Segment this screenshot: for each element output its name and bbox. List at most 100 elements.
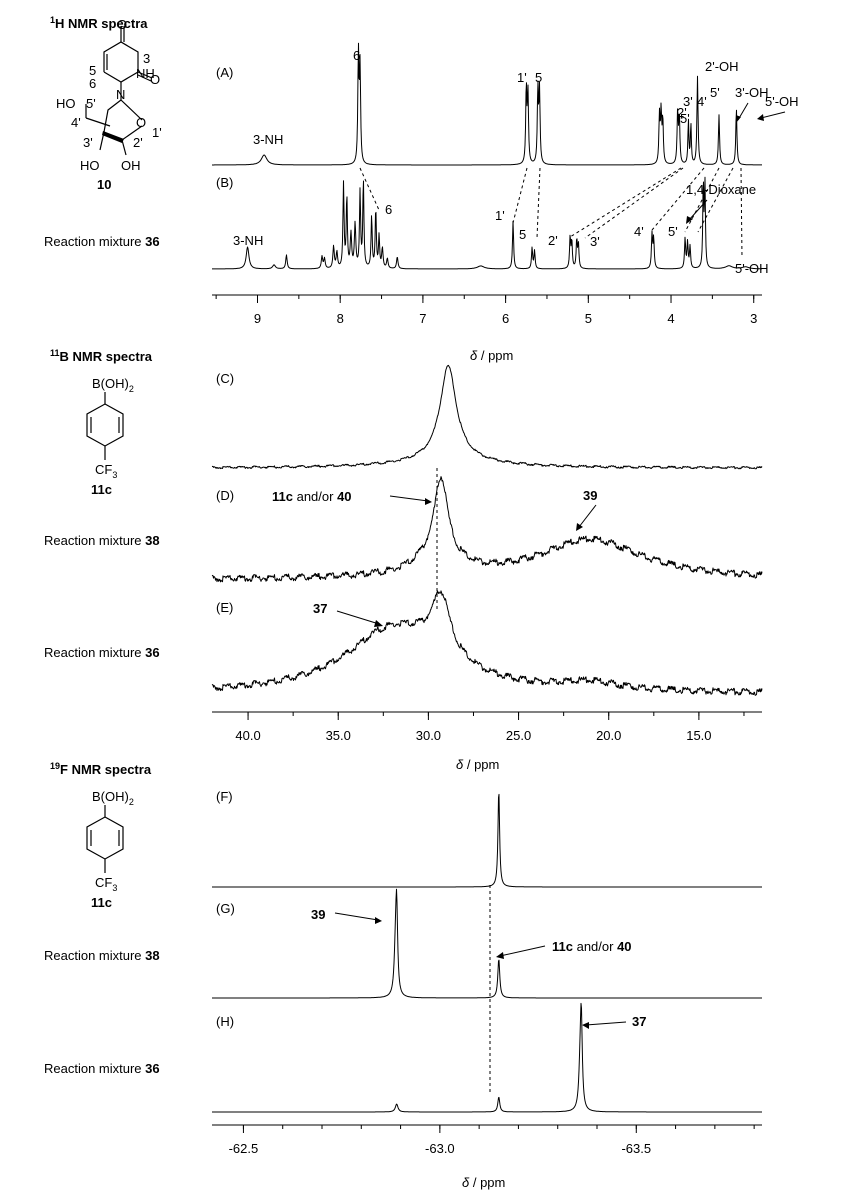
x-tick-label: 40.0 xyxy=(235,728,260,743)
x-tick-label: 35.0 xyxy=(326,728,351,743)
compound-label-11c-f: 11c xyxy=(91,895,112,910)
uridine-label-2p: 2' xyxy=(133,135,143,150)
svg-text:6: 6 xyxy=(385,202,392,217)
x-axis-11b: 40.0 35.0 30.0 25.0 20.0 15.0 xyxy=(212,711,762,743)
panel-label-e: (E) xyxy=(216,600,233,615)
mixture-label-e: Reaction mixture 36 xyxy=(44,645,160,660)
uridine-label-5p: 5' xyxy=(86,96,96,111)
x-axis-label-19f: δ / ppm xyxy=(462,1175,505,1190)
uridine-label-5: 5 xyxy=(89,63,96,78)
panel-label-g: (G) xyxy=(216,901,235,916)
boronic-label: B(OH)2 xyxy=(92,376,134,394)
uridine-oh2: OH xyxy=(121,158,141,173)
spectrum-f xyxy=(212,793,762,888)
svg-text:5': 5' xyxy=(680,111,690,126)
x-axis-19f: -62.5 -63.0 -63.5 xyxy=(212,1124,762,1156)
mixture-label-b: Reaction mixture 36 xyxy=(44,234,160,249)
x-tick-label: 25.0 xyxy=(506,728,531,743)
spectrum-d xyxy=(211,476,763,583)
cf3-label: CF3 xyxy=(95,875,117,893)
panel-label-d: (D) xyxy=(216,488,234,503)
x-tick-label: 8 xyxy=(337,311,344,326)
svg-text:4': 4' xyxy=(634,224,644,239)
panel-label-c: (C) xyxy=(216,371,234,386)
panel-label-a: (A) xyxy=(216,65,233,80)
uridine-n1: N xyxy=(116,87,125,102)
annotations-1h-b: 3-NH 6 1' 5 2' 3' 4' 5' 1,4-Dioxane 5'-O… xyxy=(233,182,769,276)
uridine-ho5: HO xyxy=(56,96,76,111)
ann-a-3nh: 3-NH xyxy=(253,132,283,147)
mixture-label-h: Reaction mixture 36 xyxy=(44,1061,160,1076)
spectrum-b xyxy=(212,176,762,270)
correlation-lines-1h xyxy=(359,167,743,259)
uridine-ho3: HO xyxy=(80,158,100,173)
uridine-label-4p: 4' xyxy=(71,115,81,130)
annotations-11b: 11c and/or 40 39 37 xyxy=(272,488,597,627)
svg-text:5'-OH: 5'-OH xyxy=(735,261,769,276)
x-axis-1h: 9 8 7 6 5 4 3 xyxy=(212,294,762,326)
panel-label-h: (H) xyxy=(216,1014,234,1029)
section-title-11b: 11B NMR spectra xyxy=(50,348,153,364)
svg-text:5': 5' xyxy=(710,85,720,100)
svg-text:2': 2' xyxy=(548,233,558,248)
svg-text:5': 5' xyxy=(668,224,678,239)
x-axis-label-1h: δ / ppm xyxy=(470,348,513,363)
x-tick-label: -63.0 xyxy=(425,1141,455,1156)
svg-text:39: 39 xyxy=(583,488,597,503)
uridine-label-3p: 3' xyxy=(83,135,93,150)
spectrum-a xyxy=(212,42,762,166)
x-tick-label: -62.5 xyxy=(229,1141,259,1156)
ann-11c-40-f: 11c and/or 40 xyxy=(552,939,632,954)
svg-text:5: 5 xyxy=(535,70,542,85)
spectrum-e xyxy=(211,590,763,696)
svg-text:3'-OH: 3'-OH xyxy=(735,85,769,100)
x-tick-label: 4 xyxy=(667,311,674,326)
boronic-label: B(OH)2 xyxy=(92,789,134,807)
compound-label-11c-b: 11c xyxy=(91,482,112,497)
x-axis-label-11b: δ / ppm xyxy=(456,757,499,772)
mixture-label-g: Reaction mixture 38 xyxy=(44,948,160,963)
cf3-label: CF3 xyxy=(95,462,117,480)
svg-text:3': 3' xyxy=(590,234,600,249)
svg-text:2': 2' xyxy=(677,105,687,120)
uridine-label-1p: 1' xyxy=(152,125,162,140)
svg-text:5'-OH: 5'-OH xyxy=(765,94,799,109)
mixture-label-d: Reaction mixture 38 xyxy=(44,533,160,548)
svg-text:39: 39 xyxy=(311,907,325,922)
x-tick-label: 15.0 xyxy=(686,728,711,743)
uridine-structure: O O NH N O HO HO OH 5 6 3 5' 4' 3' 2' 1'… xyxy=(56,17,162,192)
uridine-o4: O xyxy=(117,17,127,32)
ann-11c-40: 11c and/or 40 xyxy=(272,489,352,504)
svg-text:1': 1' xyxy=(517,70,527,85)
x-tick-label: 3 xyxy=(750,311,757,326)
svg-text:2'-OH: 2'-OH xyxy=(705,59,739,74)
section-title-19f: 19F NMR spectra xyxy=(50,761,152,777)
svg-text:1': 1' xyxy=(495,208,505,223)
boronic-acid-structure-2: B(OH)2 CF3 11c xyxy=(86,789,134,910)
svg-text:6: 6 xyxy=(353,48,360,63)
x-tick-label: 6 xyxy=(502,311,509,326)
uridine-label-6: 6 xyxy=(89,76,96,91)
uridine-o2: O xyxy=(150,72,160,87)
panel-label-f: (F) xyxy=(216,789,233,804)
x-tick-label: 20.0 xyxy=(596,728,621,743)
svg-text:1,4-Dioxane: 1,4-Dioxane xyxy=(686,182,756,197)
x-tick-label: 30.0 xyxy=(416,728,441,743)
uridine-ring-o: O xyxy=(136,115,146,130)
x-tick-label: 9 xyxy=(254,311,261,326)
section-title-1h: 1H NMR spectra xyxy=(50,15,148,31)
uridine-label-3: 3 xyxy=(143,51,150,66)
spectrum-h xyxy=(212,1002,762,1113)
spectrum-g xyxy=(212,888,762,999)
annotations-1h-a: 3-NH 6 1' 5 2' 3' 4' 5' 2'-OH 5' 3'-OH 5… xyxy=(253,48,799,147)
svg-text:37: 37 xyxy=(632,1014,646,1029)
x-tick-label: -63.5 xyxy=(621,1141,651,1156)
ann-b-3nh: 3-NH xyxy=(233,233,263,248)
x-tick-label: 5 xyxy=(585,311,592,326)
svg-text:5: 5 xyxy=(519,227,526,242)
svg-text:4': 4' xyxy=(697,94,707,109)
spectrum-c xyxy=(211,364,763,470)
panel-label-b: (B) xyxy=(216,175,233,190)
svg-text:37: 37 xyxy=(313,601,327,616)
annotations-19f: 39 11c and/or 40 37 xyxy=(311,907,646,1029)
